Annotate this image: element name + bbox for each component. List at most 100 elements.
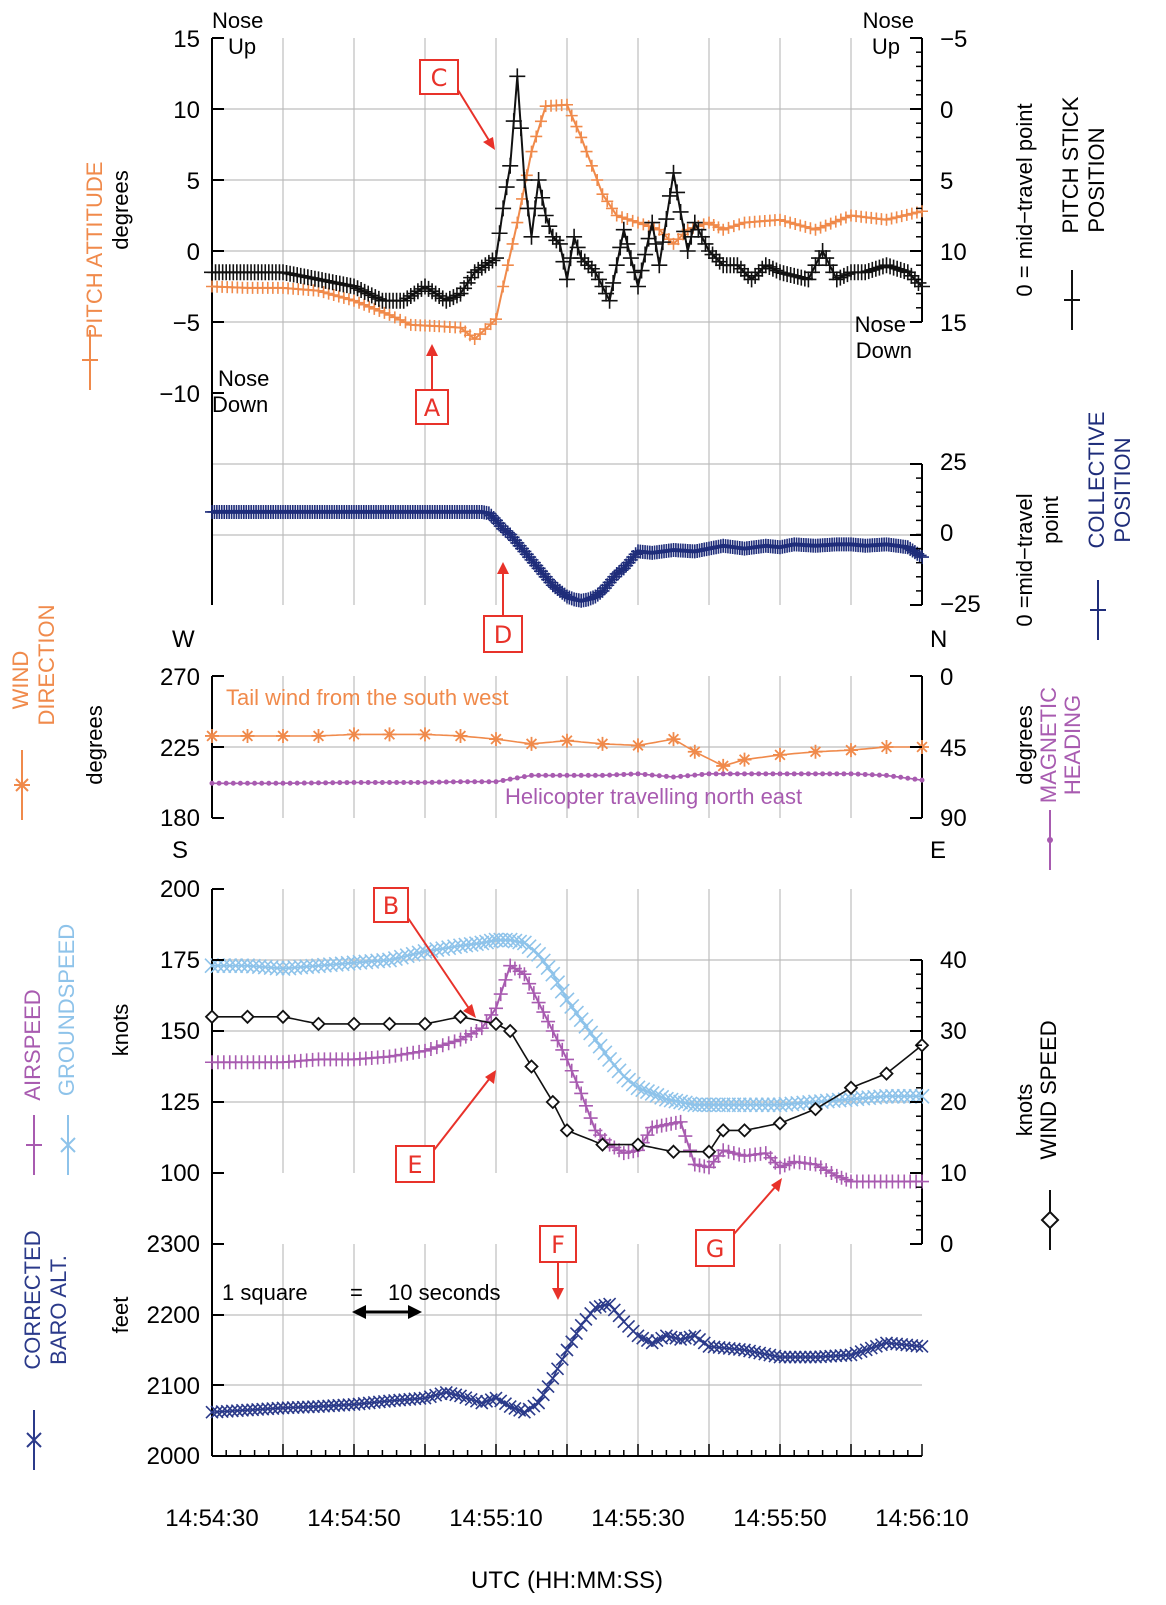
magnetic-heading-point bbox=[436, 779, 442, 785]
callout-g-label: G bbox=[706, 1235, 725, 1263]
collective-unit: point bbox=[1038, 496, 1063, 544]
pitch-stick-point bbox=[495, 200, 512, 217]
pitch-stick-point bbox=[587, 264, 604, 281]
callout-d: D bbox=[483, 562, 523, 653]
pitch-stick-point bbox=[633, 262, 650, 279]
y-tick-label: 2200 bbox=[147, 1302, 200, 1329]
magnetic-heading-point bbox=[237, 780, 243, 786]
groundspeed-label-text: GROUNDSPEED bbox=[54, 924, 79, 1096]
compass-s: S bbox=[172, 837, 188, 864]
groundspeed-point bbox=[507, 933, 523, 949]
wind-speed-point bbox=[843, 1080, 859, 1096]
callout-c-label: C bbox=[431, 64, 448, 92]
groundspeed-point bbox=[554, 983, 570, 999]
pitch-attitude-point bbox=[388, 311, 401, 324]
baro-alt-point bbox=[859, 1343, 873, 1357]
pitch-stick-point bbox=[569, 239, 586, 256]
wind-speed-point bbox=[346, 1016, 362, 1032]
baro-alt-point bbox=[869, 1339, 883, 1353]
pitch-stick-point bbox=[729, 257, 746, 274]
magnetic-heading-point bbox=[401, 780, 407, 785]
magnetic-heading-point bbox=[514, 775, 520, 781]
pitch-stick-point bbox=[349, 280, 366, 297]
magnetic-heading-point bbox=[209, 780, 215, 786]
magnetic-heading-point bbox=[720, 771, 726, 777]
baro-alt-point bbox=[398, 1393, 412, 1407]
baro-alt-point bbox=[536, 1388, 550, 1402]
baro-alt-point bbox=[246, 1403, 260, 1417]
pitch-attitude-point bbox=[717, 223, 730, 236]
y-tick-label: 40 bbox=[940, 947, 967, 974]
groundspeed-point bbox=[573, 1012, 589, 1028]
baro-alt-point bbox=[377, 1394, 391, 1408]
baro-alt-point bbox=[388, 1393, 402, 1408]
magnetic-heading-point bbox=[379, 780, 385, 785]
pitch-attitude-point bbox=[819, 219, 832, 232]
pitch-attitude-point bbox=[779, 215, 792, 228]
airspeed-point bbox=[560, 1052, 574, 1067]
wind-speed-point bbox=[808, 1101, 823, 1117]
wind-direction-point bbox=[879, 740, 894, 754]
magnetic-heading-point bbox=[323, 780, 329, 786]
magnetic-heading-point bbox=[841, 771, 847, 777]
airspeed-point bbox=[412, 1044, 427, 1059]
baro-alt-point bbox=[403, 1392, 417, 1406]
airspeed-point bbox=[526, 986, 541, 1001]
magnetic-heading-point bbox=[273, 780, 279, 786]
pitch-attitude-point bbox=[484, 318, 497, 331]
airspeed-point bbox=[522, 976, 537, 991]
groundspeed-point bbox=[884, 1088, 900, 1104]
pitch-attitude-point bbox=[799, 220, 812, 233]
groundspeed-point bbox=[778, 1096, 794, 1112]
callout-g: G bbox=[695, 1178, 782, 1267]
pitch-stick-point bbox=[747, 267, 764, 284]
baro-alt-point bbox=[788, 1350, 802, 1364]
pitch-stick-point bbox=[622, 250, 639, 267]
baro-alt-point bbox=[814, 1350, 828, 1364]
pitch-stick-point bbox=[793, 269, 810, 286]
groundspeed-point bbox=[720, 1097, 737, 1113]
pitch-attitude-point bbox=[585, 159, 598, 172]
airspeed-point bbox=[683, 1143, 698, 1158]
wind-direction-label: WIND bbox=[8, 651, 33, 710]
pitch-stick-point bbox=[395, 292, 412, 309]
magnetic-heading-point bbox=[869, 772, 875, 778]
magnetic-heading-point bbox=[912, 776, 918, 782]
magnetic-heading-point bbox=[742, 771, 747, 777]
collective-label-text: COLLECTIVE bbox=[1084, 412, 1109, 549]
groundspeed-point bbox=[299, 959, 315, 975]
pitch-attitude-point bbox=[809, 223, 822, 236]
magnetic-heading-point bbox=[813, 771, 818, 777]
pitch-stick-point bbox=[551, 235, 568, 252]
baro-alt-point bbox=[215, 1405, 229, 1419]
baro-alt-point bbox=[357, 1396, 371, 1410]
groundspeed-point bbox=[784, 1096, 800, 1112]
groundspeed-point bbox=[578, 1018, 594, 1034]
pitch-attitude-point bbox=[511, 216, 524, 229]
groundspeed-point bbox=[766, 1097, 782, 1113]
airspeed-point bbox=[406, 1045, 421, 1060]
groundspeed-point bbox=[849, 1091, 865, 1107]
baro-label: BARO ALT. bbox=[46, 1255, 71, 1365]
groundspeed-point bbox=[531, 946, 547, 962]
pitch-attitude-point bbox=[814, 221, 827, 234]
groundspeed-point bbox=[644, 1085, 660, 1102]
y-tick-label: 10 bbox=[173, 97, 200, 124]
baro-alt-point bbox=[707, 1340, 721, 1354]
airspeed-point bbox=[550, 1033, 565, 1048]
pitch-stick-point bbox=[814, 243, 831, 259]
pitch-stick-point bbox=[576, 253, 593, 270]
groundspeed-point bbox=[715, 1097, 731, 1113]
y-tick-label: 10 bbox=[940, 1160, 967, 1187]
callout-d-label: D bbox=[494, 621, 512, 649]
pitch-stick-point bbox=[630, 278, 646, 295]
airspeed-point bbox=[447, 1034, 462, 1049]
wind-speed-legend-marker bbox=[1040, 1190, 1060, 1250]
magnetic-heading-point bbox=[678, 773, 684, 779]
pitch-stick-point bbox=[789, 268, 806, 285]
baro-alt-point bbox=[885, 1336, 899, 1351]
magnetic-heading-point bbox=[592, 772, 598, 778]
pitch-attitude-point bbox=[383, 308, 396, 321]
pitch-stick-point bbox=[399, 290, 416, 307]
pitch-stick-point bbox=[346, 278, 362, 295]
